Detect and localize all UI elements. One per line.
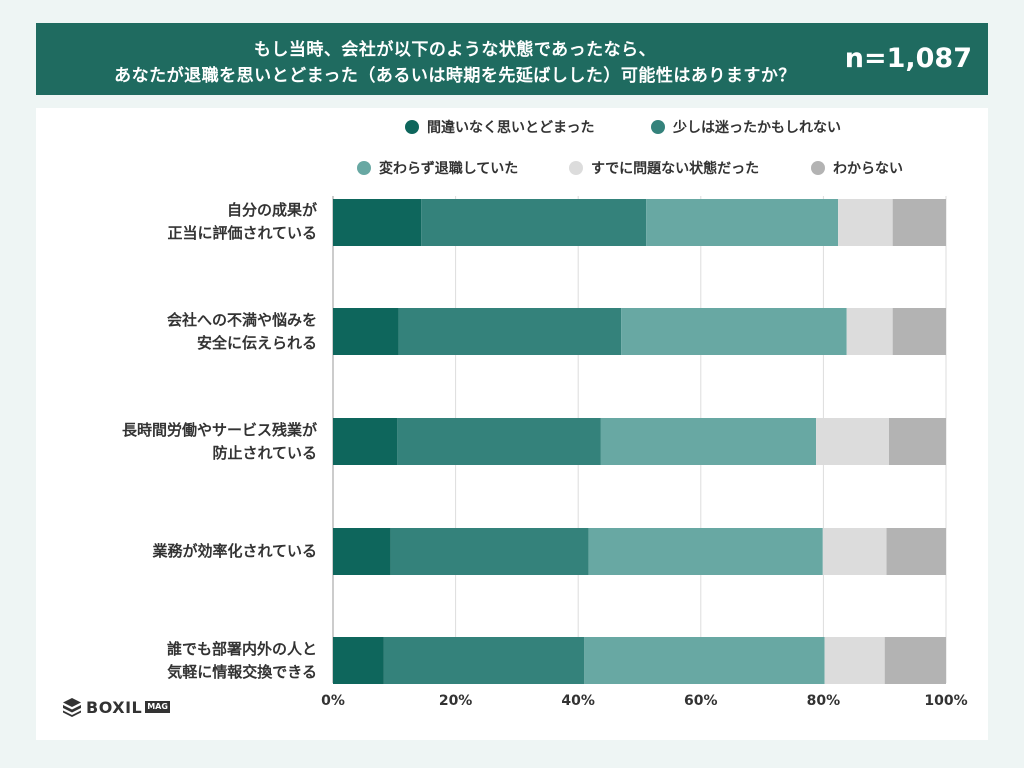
- category-label-line: 防止されている: [212, 444, 317, 462]
- category-label-line: 誰でも部署内外の人と: [166, 640, 317, 658]
- bar-segment-2-0: [333, 418, 398, 465]
- logo-tag: MAG: [145, 701, 170, 713]
- legend-label: すでに問題ない状態だった: [591, 161, 760, 177]
- category-label-2: 長時間労働やサービス残業が 防止されている: [77, 419, 317, 465]
- bar-segment-4-2: [584, 637, 825, 684]
- category-label-line: 会社への不満や悩みを: [166, 311, 317, 329]
- category-label-line: 気軽に情報交換できる: [167, 663, 317, 681]
- category-label-0: 自分の成果が 正当に評価されている: [77, 199, 317, 245]
- bar-segment-4-3: [824, 637, 885, 684]
- x-tick-label: 40%: [561, 693, 595, 709]
- category-label-line: 安全に伝えられる: [196, 334, 317, 352]
- bar-segment-1-0: [333, 308, 399, 355]
- bar-segment-4-1: [383, 637, 585, 684]
- category-label-1: 会社への不満や悩みを 安全に伝えられる: [77, 309, 317, 355]
- bar-segment-3-0: [333, 528, 391, 575]
- bar-segment-0-3: [838, 199, 893, 246]
- bar-segment-1-1: [398, 308, 622, 355]
- bar-segment-3-1: [390, 528, 589, 575]
- bar-segment-3-4: [886, 528, 946, 575]
- category-label-line: 長時間労働やサービス残業が: [121, 421, 317, 439]
- legend-item-4: わからない: [811, 158, 903, 178]
- legend-dot-icon: [405, 120, 419, 134]
- question-line-2: あなたが退職を思いとどまった（あるいは時期を先延ばしした）可能性はありますか？: [114, 66, 796, 86]
- bar-segment-1-4: [892, 308, 946, 355]
- legend-label: 変わらず退職していた: [379, 161, 519, 177]
- bar-segment-4-4: [884, 637, 946, 684]
- category-label-line: 自分の成果が: [226, 201, 317, 219]
- logo-text: BOXIL: [86, 697, 143, 717]
- bar-segment-3-2: [588, 528, 823, 575]
- bar-segment-2-4: [888, 418, 946, 465]
- bar-segment-0-0: [333, 199, 422, 246]
- x-tick-label: 80%: [806, 693, 841, 709]
- boxil-mag-logo: BOXIL MAG: [62, 696, 170, 718]
- legend-item-3: すでに問題ない状態だった: [569, 158, 759, 178]
- x-tick-label: 20%: [438, 693, 473, 709]
- bar-segment-4-0: [333, 637, 384, 684]
- legend-label: 間違いなく思いとどまった: [427, 120, 595, 136]
- x-tick-label: 0%: [321, 693, 345, 709]
- boxil-cube-icon: [63, 698, 81, 717]
- x-tick-label: 100%: [924, 693, 968, 709]
- x-tick-label: 60%: [684, 693, 718, 709]
- question-header: もし当時、会社が以下のような状態であったなら、 あなたが退職を思いとどまった（あ…: [36, 23, 988, 95]
- legend-item-2: 変わらず退職していた: [357, 158, 518, 178]
- legend-item-0: 間違いなく思いとどまった: [405, 117, 594, 137]
- category-label-3: 業務が効率化されている: [77, 540, 317, 563]
- bar-segment-0-2: [646, 199, 839, 246]
- legend-label: わからない: [833, 161, 903, 177]
- legend-dot-icon: [811, 161, 825, 175]
- bar-segment-3-3: [822, 528, 887, 575]
- bar-segment-2-1: [397, 418, 601, 465]
- bar-segment-0-1: [421, 199, 647, 246]
- category-label-line: 業務が効率化されている: [152, 542, 317, 560]
- sample-size: n=1,087: [844, 43, 972, 74]
- bar-segment-2-2: [600, 418, 817, 465]
- question-line-1: もし当時、会社が以下のような状態であったなら、: [253, 40, 657, 60]
- bar-segment-1-3: [846, 308, 893, 355]
- bar-segment-0-4: [892, 199, 946, 246]
- category-label-line: 正当に評価されている: [167, 224, 317, 242]
- bar-segment-2-3: [816, 418, 889, 465]
- legend-dot-icon: [569, 161, 583, 175]
- legend-item-1: 少しは迷ったかもしれない: [651, 117, 841, 137]
- legend-dot-icon: [651, 120, 665, 134]
- legend-dot-icon: [357, 161, 371, 175]
- category-label-4: 誰でも部署内外の人と 気軽に情報交換できる: [77, 638, 317, 684]
- legend-label: 少しは迷ったかもしれない: [673, 120, 841, 136]
- bar-segment-1-2: [621, 308, 847, 355]
